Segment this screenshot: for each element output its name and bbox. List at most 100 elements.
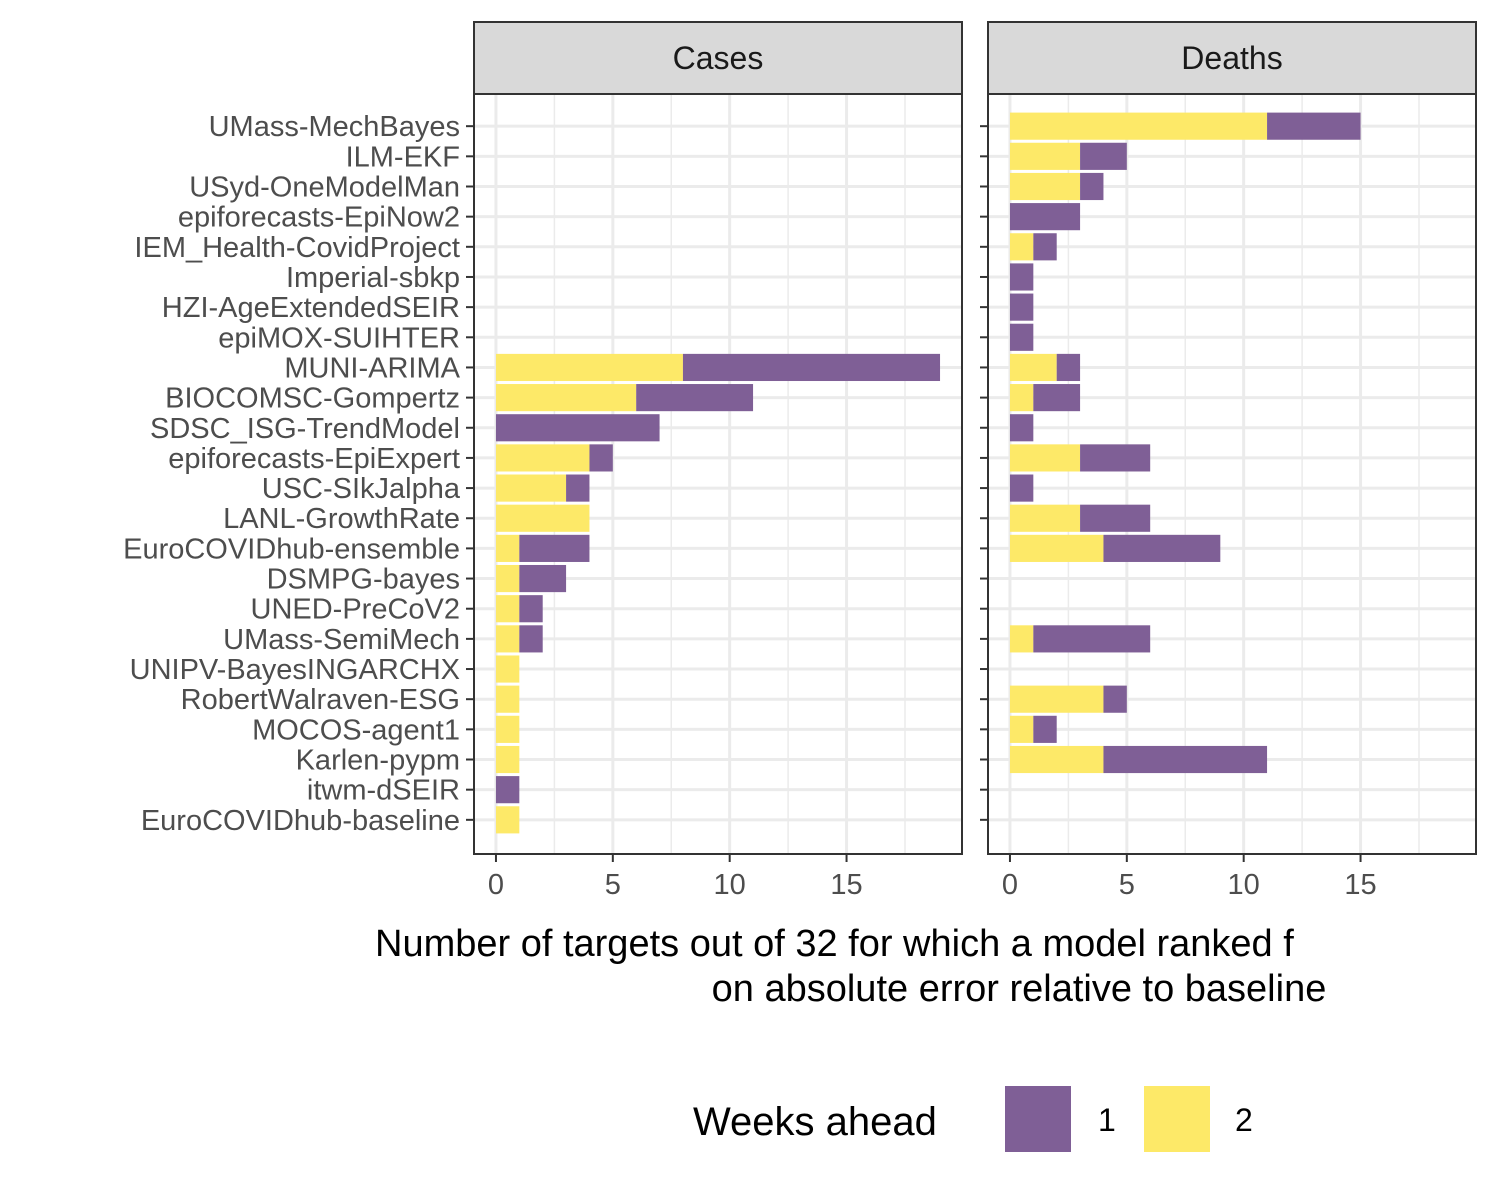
bar-deaths-week-1 bbox=[1009, 323, 1034, 351]
panel-deaths: Deaths 0 5 10 15 bbox=[987, 21, 1477, 901]
legend-label-1: 1 bbox=[1098, 1102, 1116, 1138]
bars bbox=[495, 353, 941, 834]
x-axis-ticks: 0 5 10 15 bbox=[488, 854, 863, 901]
x-tick-label: 10 bbox=[714, 869, 746, 901]
bar-deaths-week-2 bbox=[1009, 504, 1081, 532]
y-tick-label: UMass-SemiMech bbox=[223, 624, 460, 656]
bar-cases-week-1 bbox=[682, 353, 941, 382]
facet-panels: Cases 0 5 10 15 Deaths 0 5 10 15 bbox=[473, 21, 1477, 901]
bar-deaths-week-1 bbox=[1009, 414, 1034, 442]
x-tick-label: 5 bbox=[605, 869, 621, 901]
bar-deaths-week-2 bbox=[1009, 745, 1104, 774]
y-tick-label: UMass-MechBayes bbox=[209, 111, 460, 143]
bar-deaths-week-2 bbox=[1009, 685, 1104, 713]
y-tick-label: BIOCOMSC-Gompertz bbox=[165, 383, 460, 415]
x-axis-title-line-2: on absolute error relative to baseline bbox=[712, 968, 1327, 1010]
bar-deaths-week-1 bbox=[1033, 233, 1057, 261]
bar-cases-week-1 bbox=[636, 384, 754, 412]
bar-cases-week-2 bbox=[495, 534, 520, 562]
bar-cases-week-2 bbox=[495, 444, 590, 472]
panel-border bbox=[473, 93, 963, 855]
bar-deaths-week-2 bbox=[1009, 233, 1034, 261]
bar-deaths-week-1 bbox=[1033, 625, 1151, 653]
bar-cases-week-2 bbox=[495, 474, 567, 502]
bar-deaths-week-1 bbox=[1033, 715, 1057, 743]
legend: Weeks ahead 1 2 bbox=[693, 1086, 1253, 1152]
bar-cases-week-1 bbox=[495, 414, 660, 442]
x-axis-title: Number of targets out of 32 for which a … bbox=[375, 923, 1326, 1010]
y-tick-label: ILM-EKF bbox=[346, 141, 460, 173]
bar-cases-week-2 bbox=[495, 655, 520, 683]
y-tick-label: DSMPG-bayes bbox=[267, 564, 460, 596]
panel-cases: Cases 0 5 10 15 bbox=[473, 21, 963, 901]
bar-cases-week-2 bbox=[495, 353, 683, 382]
bar-deaths-week-1 bbox=[1056, 353, 1081, 382]
y-axis: UMass-MechBayesILM-EKFUSyd-OneModelManep… bbox=[123, 111, 988, 837]
bar-cases-week-2 bbox=[495, 806, 520, 834]
x-tick-label: 5 bbox=[1119, 869, 1135, 901]
y-tick-label: MUNI-ARIMA bbox=[284, 352, 460, 384]
bar-cases-week-1 bbox=[566, 474, 590, 502]
bar-cases-week-2 bbox=[495, 564, 520, 593]
bar-deaths-week-2 bbox=[1009, 534, 1104, 562]
bar-deaths-week-1 bbox=[1009, 263, 1034, 291]
bar-deaths-week-2 bbox=[1009, 353, 1057, 382]
bar-deaths-week-1 bbox=[1103, 745, 1268, 774]
bar-deaths-week-2 bbox=[1009, 172, 1081, 201]
bar-cases-week-1 bbox=[519, 595, 543, 623]
y-tick-label: EuroCOVIDhub-ensemble bbox=[123, 533, 460, 565]
y-tick-label: EuroCOVIDhub-baseline bbox=[141, 805, 460, 837]
bar-deaths-week-1 bbox=[1033, 384, 1081, 412]
y-tick-label: Imperial-sbkp bbox=[286, 262, 460, 294]
bar-cases-week-2 bbox=[495, 595, 520, 623]
bar-deaths-week-2 bbox=[1009, 384, 1034, 412]
facet-strip bbox=[987, 21, 1477, 95]
y-tick-label: USC-SIkJalpha bbox=[262, 473, 461, 505]
facet-strip-label: Deaths bbox=[1181, 40, 1282, 76]
y-tick-label: epiforecasts-EpiNow2 bbox=[178, 202, 460, 234]
bar-deaths-week-1 bbox=[1080, 444, 1151, 472]
facet-strip bbox=[473, 21, 963, 95]
bar-deaths-week-1 bbox=[1080, 504, 1151, 532]
bar-deaths-week-2 bbox=[1009, 112, 1268, 140]
bar-deaths-week-2 bbox=[1009, 444, 1081, 472]
y-tick-label: IEM_Health-CovidProject bbox=[134, 232, 460, 264]
legend-label-2: 2 bbox=[1235, 1102, 1253, 1138]
y-tick-label: LANL-GrowthRate bbox=[223, 503, 460, 535]
bar-cases-week-2 bbox=[495, 504, 590, 532]
x-axis-title-line-1: Number of targets out of 32 for which a … bbox=[375, 923, 1294, 965]
x-tick-label: 15 bbox=[1344, 869, 1376, 901]
bar-deaths-week-1 bbox=[1009, 293, 1034, 321]
bar-deaths-week-1 bbox=[1103, 685, 1127, 713]
bar-cases-week-2 bbox=[495, 384, 637, 412]
bar-cases-week-1 bbox=[519, 625, 543, 653]
bar-cases-week-1 bbox=[519, 564, 567, 593]
y-tick-label: UNED-PreCoV2 bbox=[251, 594, 461, 626]
bars bbox=[1009, 112, 1361, 774]
panel-background bbox=[474, 94, 962, 854]
bar-deaths-week-1 bbox=[1267, 112, 1361, 140]
bar-deaths-week-2 bbox=[1009, 625, 1034, 653]
bar-deaths-week-1 bbox=[1009, 203, 1081, 231]
y-tick-label: Karlen-pypm bbox=[296, 745, 460, 777]
bar-cases-week-2 bbox=[495, 685, 520, 713]
bar-deaths-week-1 bbox=[1080, 172, 1104, 201]
bar-cases-week-1 bbox=[589, 444, 613, 472]
x-tick-label: 15 bbox=[830, 869, 862, 901]
facet-strip-label: Cases bbox=[673, 40, 764, 76]
bar-deaths-week-1 bbox=[1080, 142, 1127, 170]
bar-deaths-week-2 bbox=[1009, 715, 1034, 743]
bar-cases-week-2 bbox=[495, 625, 520, 653]
bar-cases-week-2 bbox=[495, 715, 520, 743]
y-tick-label: USyd-OneModelMan bbox=[189, 171, 460, 203]
y-tick-label: itwm-dSEIR bbox=[307, 775, 460, 807]
x-tick-label: 0 bbox=[488, 869, 504, 901]
bar-cases-week-1 bbox=[519, 534, 590, 562]
bar-deaths-week-1 bbox=[1103, 534, 1221, 562]
x-tick-label: 10 bbox=[1228, 869, 1260, 901]
bar-deaths-week-1 bbox=[1009, 474, 1034, 502]
bar-cases-week-1 bbox=[495, 776, 520, 804]
y-tick-label: MOCOS-agent1 bbox=[252, 714, 460, 746]
y-tick-label: epiMOX-SUIHTER bbox=[218, 322, 460, 354]
